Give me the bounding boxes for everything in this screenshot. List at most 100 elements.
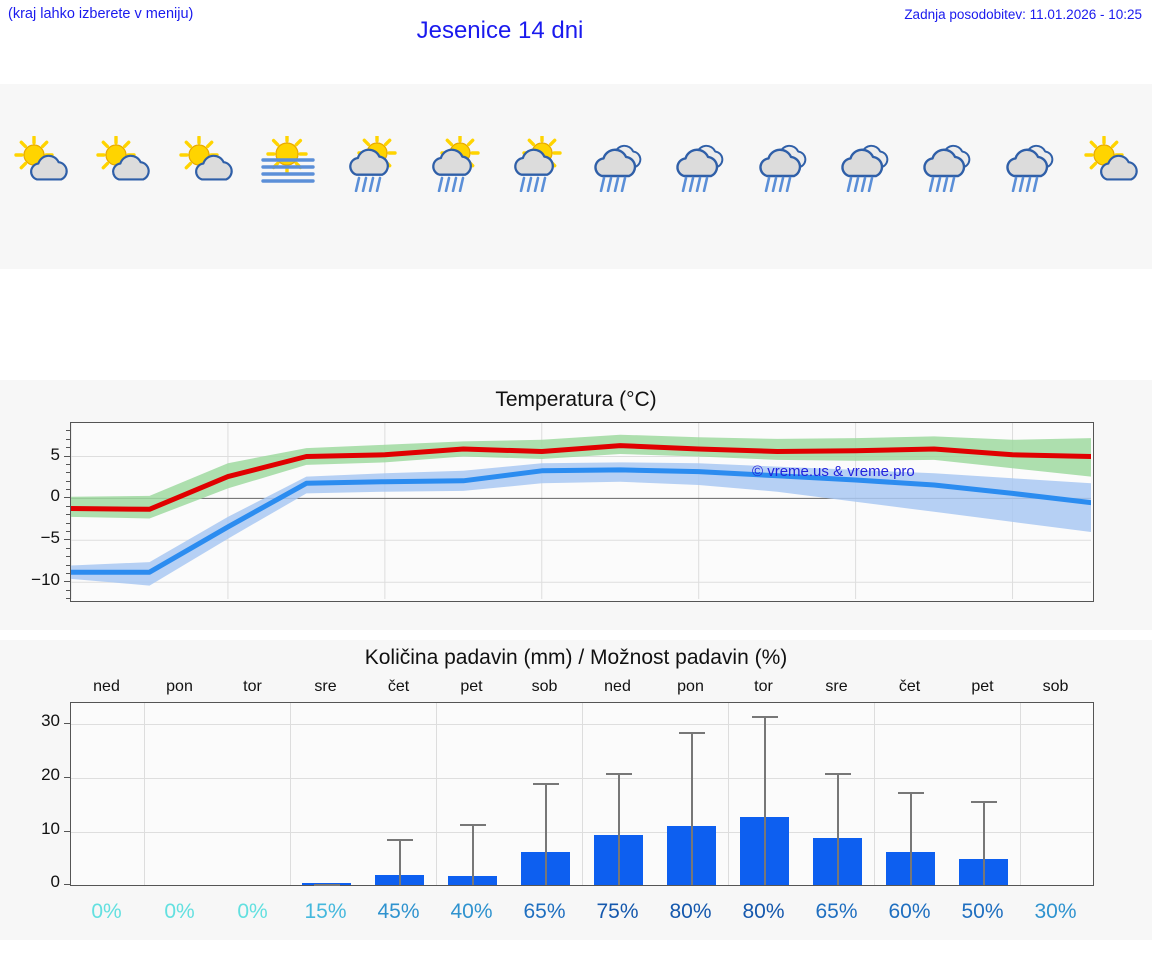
axis-minor-tick [66, 531, 71, 532]
precipitation-probability: 60% [888, 900, 931, 923]
error-bar-cap [970, 801, 997, 803]
error-bar-stem [398, 839, 401, 885]
day-column[interactable] [823, 84, 905, 269]
day-column[interactable] [987, 84, 1069, 269]
error-bar-cap [678, 732, 705, 735]
day-column[interactable] [411, 84, 493, 269]
precipitation-y-tick-label: 10 [41, 818, 60, 838]
grid-line-vertical [144, 703, 145, 885]
cloud-rain-icon [909, 136, 983, 193]
precipitation-day-label: čet [387, 678, 410, 695]
precipitation-probability: 40% [450, 900, 493, 923]
axis-minor-tick [66, 572, 71, 574]
cloud-rain-icon [662, 136, 736, 193]
grid-line-vertical [436, 703, 437, 885]
day-column[interactable] [247, 84, 329, 269]
last-update-text: Zadnja posodobitev: 11.01.2026 - 10:25 [904, 7, 1142, 22]
precipitation-probability: 65% [523, 900, 566, 923]
axis-minor-tick [66, 539, 71, 541]
axis-minor-tick [66, 556, 71, 558]
error-bar-cap [459, 824, 486, 826]
grid-line-vertical [728, 703, 729, 885]
cloud-rain-icon [827, 136, 901, 193]
sun-fog-icon [251, 133, 325, 192]
temperature-y-tick-label: −5 [40, 528, 60, 548]
error-bar-stem [690, 732, 693, 885]
day-column[interactable] [82, 84, 164, 269]
temperature-plot-area [68, 422, 1094, 602]
axis-minor-tick [66, 581, 71, 583]
error-bar-cap [532, 783, 559, 786]
axis-tick [64, 830, 71, 832]
axis-minor-tick [66, 472, 71, 474]
error-bar-cap [897, 792, 924, 795]
precipitation-day-label: sob [1042, 678, 1069, 695]
page-header: (kraj lahko izberete v meniju) Jesenice … [0, 0, 1152, 62]
axis-minor-tick [66, 455, 71, 457]
grid-line-vertical [874, 703, 875, 885]
precipitation-day-label: ned [93, 678, 120, 695]
day-column[interactable] [0, 84, 82, 269]
axis-minor-tick [66, 463, 71, 465]
error-bar-stem [982, 801, 985, 885]
axis-minor-tick [66, 447, 71, 449]
axis-minor-tick [66, 430, 71, 432]
sun-cloud-icon [86, 135, 160, 192]
error-bar-stem [836, 772, 839, 885]
error-bar-cap [824, 772, 851, 775]
error-bar-cap [386, 839, 413, 841]
precipitation-day-label: ned [604, 678, 631, 695]
day-column[interactable] [329, 84, 411, 269]
cloud-rain-icon [992, 136, 1066, 193]
cloud-rain-icon [745, 136, 819, 193]
precipitation-probability: 80% [742, 900, 785, 923]
temperature-chart-panel: Temperatura (°C) 5 0 −5 −10 [0, 380, 1152, 630]
precipitation-probability: 80% [669, 900, 712, 923]
precipitation-plot-area [70, 702, 1094, 886]
sun-cloud-icon [169, 135, 243, 192]
grid-line-vertical [582, 703, 583, 885]
error-bar-stem [617, 772, 620, 885]
precipitation-day-label: pon [677, 678, 704, 695]
axis-tick [64, 776, 71, 778]
temperature-series-svg [68, 423, 1094, 599]
temperature-y-tick-label: 0 [50, 486, 60, 506]
precipitation-day-label: pon [166, 678, 193, 695]
axis-minor-tick [66, 547, 71, 549]
day-column[interactable] [494, 84, 576, 269]
precipitation-y-tick-label: 0 [50, 872, 60, 891]
axis-minor-tick [66, 497, 71, 499]
axis-minor-tick [66, 480, 71, 482]
error-bar-stem [544, 783, 547, 885]
precipitation-day-label: pet [460, 678, 483, 695]
axis-minor-tick [66, 505, 71, 507]
axis-minor-tick [66, 564, 71, 566]
watermark-credit: © vreme.us & vreme.pro [752, 463, 915, 480]
precipitation-probability: 45% [377, 900, 420, 923]
axis-minor-tick [66, 589, 71, 591]
day-column[interactable] [905, 84, 987, 269]
axis-minor-tick [66, 522, 71, 524]
precipitation-day-label: pet [971, 678, 994, 695]
day-column[interactable] [741, 84, 823, 269]
precipitation-probability: 0% [237, 900, 268, 923]
day-column[interactable] [576, 84, 658, 269]
day-column[interactable] [1070, 84, 1152, 269]
precipitation-probability: 15% [304, 900, 347, 923]
sun-cloud-icon [4, 135, 78, 192]
axis-minor-tick [66, 489, 71, 490]
precipitation-probability: 50% [961, 900, 1004, 923]
day-column[interactable] [658, 84, 740, 269]
temperature-chart-title: Temperatura (°C) [495, 388, 657, 411]
axis-minor-tick [66, 598, 71, 599]
axis-minor-tick [66, 514, 71, 516]
cloud-rain-icon [580, 136, 654, 193]
sun-cloud-rain-icon [333, 133, 407, 193]
sun-cloud-rain-icon [416, 133, 490, 193]
precipitation-day-label: sre [825, 678, 848, 695]
precipitation-chart-title: Količina padavin (mm) / Možnost padavin … [364, 646, 788, 669]
day-column[interactable] [165, 84, 247, 269]
axis-tick [64, 723, 71, 725]
sun-cloud-icon [1074, 135, 1148, 192]
